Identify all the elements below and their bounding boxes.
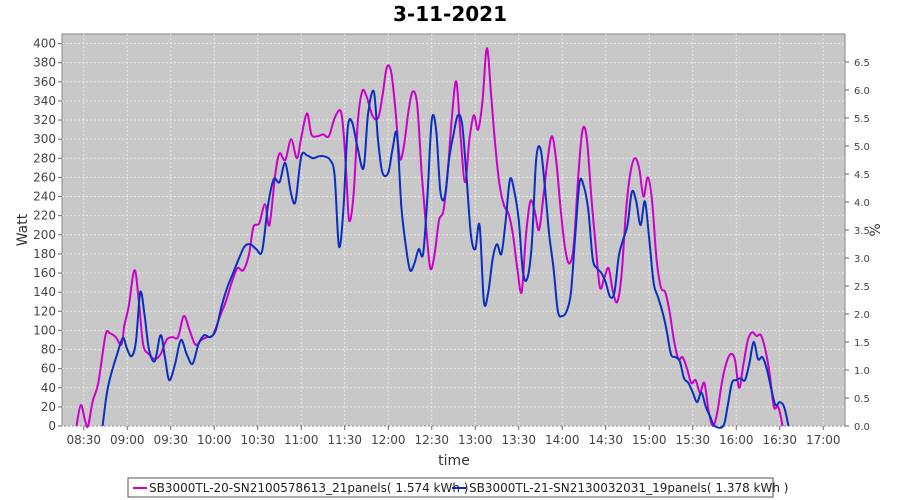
y2-tick-label: 0.0 xyxy=(854,422,870,433)
y-tick-label: 400 xyxy=(33,37,56,51)
y2-tick-label: 0.5 xyxy=(854,394,870,405)
y2-tick-label: 5.5 xyxy=(854,114,870,125)
x-tick-label: 13:00 xyxy=(458,433,493,447)
y-tick-label: 360 xyxy=(33,75,56,89)
x-tick-label: 12:00 xyxy=(371,433,406,447)
x-tick-label: 16:00 xyxy=(719,433,754,447)
y2-tick-label: 3.0 xyxy=(854,254,870,265)
x-axis-ticks: 08:30 09:00 09:30 10:00 10:30 11:00 11:30 12:00… xyxy=(66,426,841,447)
y-tick-label: 140 xyxy=(33,285,56,299)
x-tick-label: 10:00 xyxy=(197,433,232,447)
legend: SB3000TL-20-SN2100578613_21panels( 1.574… xyxy=(127,477,788,498)
series-line-2 xyxy=(101,89,790,429)
legend-box xyxy=(127,477,774,498)
x-tick-label: 16:30 xyxy=(762,433,797,447)
x-tick-label: 08:30 xyxy=(66,433,101,447)
y-tick-label: 160 xyxy=(33,266,56,280)
legend-label-series-2: SB3000TL-21-SN2130032031_19panels( 1.378… xyxy=(469,481,788,495)
y-tick-label: 380 xyxy=(33,56,56,70)
y2-tick-label: 5.0 xyxy=(854,142,870,153)
x-tick-label: 14:30 xyxy=(588,433,623,447)
y-tick-label: 120 xyxy=(33,304,56,318)
y2-tick-label: 4.5 xyxy=(854,170,870,181)
x-tick-label: 15:30 xyxy=(675,433,710,447)
y2-tick-label: 6.0 xyxy=(854,86,870,97)
y2-tick-label: 4.0 xyxy=(854,198,870,209)
legend-label-series-1: SB3000TL-20-SN2100578613_21panels( 1.574… xyxy=(149,481,468,495)
y-axis-label: Watt xyxy=(15,213,31,246)
x-tick-label: 09:00 xyxy=(110,433,145,447)
series-lines xyxy=(75,47,790,429)
y-tick-label: 40 xyxy=(41,381,56,395)
y-tick-label: 300 xyxy=(33,132,56,146)
y2-tick-label: 6.5 xyxy=(854,58,870,69)
x-tick-label: 11:30 xyxy=(327,433,362,447)
x-tick-label: 14:00 xyxy=(545,433,580,447)
y-tick-label: 80 xyxy=(41,343,56,357)
y-tick-label: 260 xyxy=(33,170,56,184)
x-tick-label: 13:30 xyxy=(501,433,536,447)
y-tick-label: 340 xyxy=(33,94,56,108)
x-tick-label: 09:30 xyxy=(153,433,188,447)
y-tick-label: 0 xyxy=(48,419,56,433)
y2-tick-label: 1.0 xyxy=(854,366,870,377)
y-tick-label: 200 xyxy=(33,228,56,242)
y-tick-label: 240 xyxy=(33,190,56,204)
x-tick-label: 11:00 xyxy=(284,433,319,447)
y2-axis-label: % xyxy=(868,223,884,236)
y-tick-label: 180 xyxy=(33,247,56,261)
y2-tick-label: 3.5 xyxy=(854,226,870,237)
y2-tick-label: 2.5 xyxy=(854,282,870,293)
y-axis-ticks: 0 20 40 60 80 100 120 140 160 180 200 220 240 260 280 3… xyxy=(33,37,62,433)
y-tick-label: 320 xyxy=(33,113,56,127)
y-tick-label: 60 xyxy=(41,362,56,376)
y-tick-label: 100 xyxy=(33,323,56,337)
x-tick-label: 12:30 xyxy=(414,433,449,447)
y-tick-label: 220 xyxy=(33,209,56,223)
x-axis-label: time xyxy=(438,453,470,469)
chart-title: 3-11-2021 xyxy=(393,2,507,26)
y2-axis-ticks: 0.0 0.5 1.0 1.5 2.0 2.5 3.0 3.5 4.0 4.5 5.0 5.5 6.0 6… xyxy=(845,58,870,433)
x-tick-label: 17:00 xyxy=(806,433,841,447)
x-tick-label: 10:30 xyxy=(240,433,275,447)
x-tick-label: 15:00 xyxy=(632,433,667,447)
y-tick-label: 280 xyxy=(33,151,56,165)
y-tick-label: 20 xyxy=(41,400,56,414)
y2-tick-label: 2.0 xyxy=(854,310,870,321)
y2-tick-label: 1.5 xyxy=(854,338,870,349)
